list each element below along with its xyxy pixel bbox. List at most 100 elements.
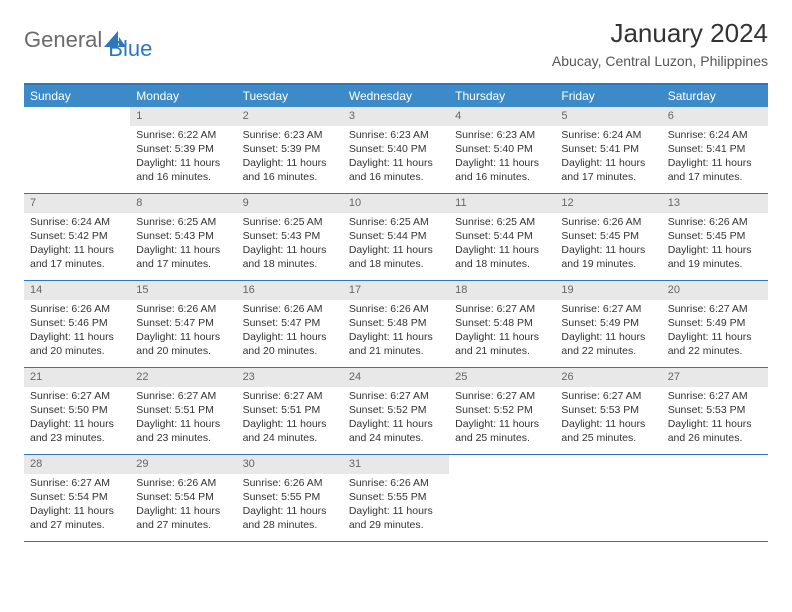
day-number: 7 xyxy=(24,194,130,213)
sunset-line: Sunset: 5:45 PM xyxy=(561,229,655,243)
sunrise-line: Sunrise: 6:27 AM xyxy=(668,302,762,316)
day-number: 1 xyxy=(130,107,236,126)
calendar-cell xyxy=(555,455,661,541)
calendar-cell: 26Sunrise: 6:27 AMSunset: 5:53 PMDayligh… xyxy=(555,368,661,454)
calendar-cell: 11Sunrise: 6:25 AMSunset: 5:44 PMDayligh… xyxy=(449,194,555,280)
calendar-cell: 22Sunrise: 6:27 AMSunset: 5:51 PMDayligh… xyxy=(130,368,236,454)
day-header: Monday xyxy=(130,85,236,107)
sunset-line: Sunset: 5:44 PM xyxy=(455,229,549,243)
sunset-line: Sunset: 5:53 PM xyxy=(668,403,762,417)
location-subtitle: Abucay, Central Luzon, Philippines xyxy=(552,53,768,69)
day-info: Sunrise: 6:26 AMSunset: 5:55 PMDaylight:… xyxy=(343,474,449,539)
calendar-cell: 2Sunrise: 6:23 AMSunset: 5:39 PMDaylight… xyxy=(237,107,343,193)
sunrise-line: Sunrise: 6:26 AM xyxy=(561,215,655,229)
sunrise-line: Sunrise: 6:22 AM xyxy=(136,128,230,142)
logo-text-gray: General xyxy=(24,27,102,53)
day-number: 8 xyxy=(130,194,236,213)
sunset-line: Sunset: 5:55 PM xyxy=(243,490,337,504)
calendar-cell xyxy=(449,455,555,541)
sunrise-line: Sunrise: 6:26 AM xyxy=(136,302,230,316)
day-info: Sunrise: 6:24 AMSunset: 5:41 PMDaylight:… xyxy=(662,126,768,191)
day-info: Sunrise: 6:27 AMSunset: 5:49 PMDaylight:… xyxy=(555,300,661,365)
sunrise-line: Sunrise: 6:26 AM xyxy=(136,476,230,490)
sunset-line: Sunset: 5:51 PM xyxy=(136,403,230,417)
sunrise-line: Sunrise: 6:25 AM xyxy=(349,215,443,229)
day-number: 16 xyxy=(237,281,343,300)
sunset-line: Sunset: 5:40 PM xyxy=(455,142,549,156)
day-number: 31 xyxy=(343,455,449,474)
day-number: 6 xyxy=(662,107,768,126)
calendar-cell: 5Sunrise: 6:24 AMSunset: 5:41 PMDaylight… xyxy=(555,107,661,193)
daylight-line: Daylight: 11 hours and 18 minutes. xyxy=(455,243,549,271)
daylight-line: Daylight: 11 hours and 16 minutes. xyxy=(136,156,230,184)
calendar-cell: 6Sunrise: 6:24 AMSunset: 5:41 PMDaylight… xyxy=(662,107,768,193)
sunset-line: Sunset: 5:43 PM xyxy=(243,229,337,243)
day-info: Sunrise: 6:27 AMSunset: 5:52 PMDaylight:… xyxy=(449,387,555,452)
day-number: 26 xyxy=(555,368,661,387)
daylight-line: Daylight: 11 hours and 27 minutes. xyxy=(136,504,230,532)
day-info: Sunrise: 6:25 AMSunset: 5:43 PMDaylight:… xyxy=(237,213,343,278)
calendar-cell: 27Sunrise: 6:27 AMSunset: 5:53 PMDayligh… xyxy=(662,368,768,454)
day-info: Sunrise: 6:25 AMSunset: 5:43 PMDaylight:… xyxy=(130,213,236,278)
sunrise-line: Sunrise: 6:24 AM xyxy=(561,128,655,142)
sunrise-line: Sunrise: 6:25 AM xyxy=(243,215,337,229)
day-number: 3 xyxy=(343,107,449,126)
day-info: Sunrise: 6:25 AMSunset: 5:44 PMDaylight:… xyxy=(449,213,555,278)
day-number: 10 xyxy=(343,194,449,213)
day-number: 14 xyxy=(24,281,130,300)
day-header: Tuesday xyxy=(237,85,343,107)
day-number: 12 xyxy=(555,194,661,213)
daylight-line: Daylight: 11 hours and 18 minutes. xyxy=(243,243,337,271)
daylight-line: Daylight: 11 hours and 25 minutes. xyxy=(455,417,549,445)
page-title: January 2024 xyxy=(552,18,768,49)
sunset-line: Sunset: 5:51 PM xyxy=(243,403,337,417)
day-number: 22 xyxy=(130,368,236,387)
sunset-line: Sunset: 5:52 PM xyxy=(455,403,549,417)
sunset-line: Sunset: 5:53 PM xyxy=(561,403,655,417)
sunset-line: Sunset: 5:39 PM xyxy=(136,142,230,156)
sunrise-line: Sunrise: 6:27 AM xyxy=(561,302,655,316)
sunrise-line: Sunrise: 6:23 AM xyxy=(243,128,337,142)
day-info: Sunrise: 6:27 AMSunset: 5:50 PMDaylight:… xyxy=(24,387,130,452)
sunrise-line: Sunrise: 6:26 AM xyxy=(243,302,337,316)
day-info: Sunrise: 6:24 AMSunset: 5:41 PMDaylight:… xyxy=(555,126,661,191)
sunset-line: Sunset: 5:48 PM xyxy=(455,316,549,330)
sunset-line: Sunset: 5:43 PM xyxy=(136,229,230,243)
daylight-line: Daylight: 11 hours and 24 minutes. xyxy=(349,417,443,445)
sunrise-line: Sunrise: 6:24 AM xyxy=(30,215,124,229)
sunrise-line: Sunrise: 6:27 AM xyxy=(136,389,230,403)
calendar-week: 7Sunrise: 6:24 AMSunset: 5:42 PMDaylight… xyxy=(24,194,768,281)
daylight-line: Daylight: 11 hours and 25 minutes. xyxy=(561,417,655,445)
sunset-line: Sunset: 5:47 PM xyxy=(136,316,230,330)
sunrise-line: Sunrise: 6:27 AM xyxy=(668,389,762,403)
sunrise-line: Sunrise: 6:27 AM xyxy=(30,476,124,490)
logo: General Blue xyxy=(24,18,152,62)
day-info: Sunrise: 6:26 AMSunset: 5:46 PMDaylight:… xyxy=(24,300,130,365)
calendar-cell: 9Sunrise: 6:25 AMSunset: 5:43 PMDaylight… xyxy=(237,194,343,280)
daylight-line: Daylight: 11 hours and 19 minutes. xyxy=(668,243,762,271)
day-header: Saturday xyxy=(662,85,768,107)
daylight-line: Daylight: 11 hours and 23 minutes. xyxy=(30,417,124,445)
calendar-cell: 24Sunrise: 6:27 AMSunset: 5:52 PMDayligh… xyxy=(343,368,449,454)
daylight-line: Daylight: 11 hours and 22 minutes. xyxy=(668,330,762,358)
daylight-line: Daylight: 11 hours and 20 minutes. xyxy=(136,330,230,358)
calendar-cell: 4Sunrise: 6:23 AMSunset: 5:40 PMDaylight… xyxy=(449,107,555,193)
day-number: 23 xyxy=(237,368,343,387)
calendar-cell: 8Sunrise: 6:25 AMSunset: 5:43 PMDaylight… xyxy=(130,194,236,280)
daylight-line: Daylight: 11 hours and 21 minutes. xyxy=(455,330,549,358)
day-header: Friday xyxy=(555,85,661,107)
day-header: Thursday xyxy=(449,85,555,107)
sunrise-line: Sunrise: 6:25 AM xyxy=(455,215,549,229)
daylight-line: Daylight: 11 hours and 28 minutes. xyxy=(243,504,337,532)
calendar-cell: 3Sunrise: 6:23 AMSunset: 5:40 PMDaylight… xyxy=(343,107,449,193)
day-number: 2 xyxy=(237,107,343,126)
calendar-cell: 14Sunrise: 6:26 AMSunset: 5:46 PMDayligh… xyxy=(24,281,130,367)
sunset-line: Sunset: 5:52 PM xyxy=(349,403,443,417)
sunset-line: Sunset: 5:41 PM xyxy=(561,142,655,156)
calendar-cell: 12Sunrise: 6:26 AMSunset: 5:45 PMDayligh… xyxy=(555,194,661,280)
day-number: 11 xyxy=(449,194,555,213)
daylight-line: Daylight: 11 hours and 29 minutes. xyxy=(349,504,443,532)
sunrise-line: Sunrise: 6:27 AM xyxy=(243,389,337,403)
sunrise-line: Sunrise: 6:23 AM xyxy=(349,128,443,142)
daylight-line: Daylight: 11 hours and 17 minutes. xyxy=(136,243,230,271)
